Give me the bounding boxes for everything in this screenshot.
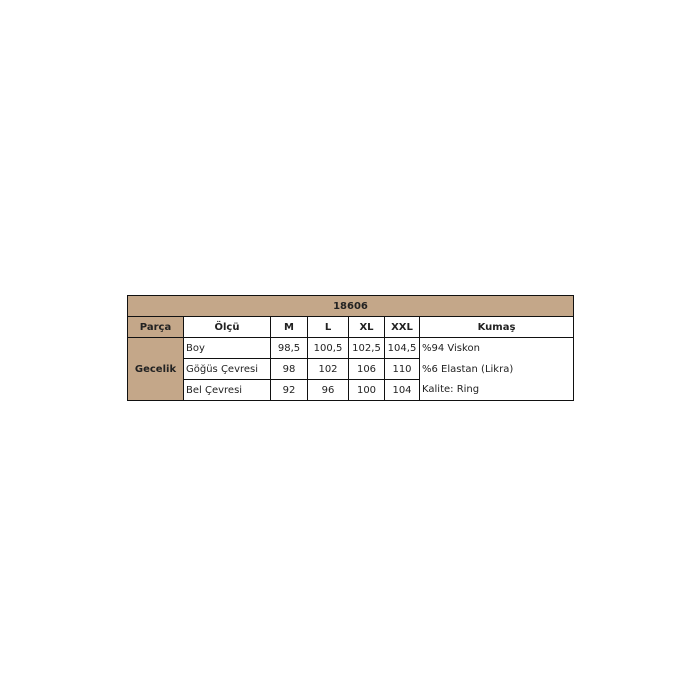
header-part: Parça bbox=[127, 316, 184, 338]
header-fabric: Kumaş bbox=[419, 316, 574, 338]
value-cell: 100,5 bbox=[307, 337, 349, 359]
part-cell: Gecelik bbox=[127, 337, 184, 401]
value-cell: 100 bbox=[348, 379, 385, 401]
size-chart-table: 18606 Parça Ölçü M L XL XXL Kumaş Geceli… bbox=[127, 295, 574, 401]
value-cell: 92 bbox=[270, 379, 308, 401]
table-row: Gecelik Boy 98,5 100,5 102,5 104,5 %94 V… bbox=[127, 337, 574, 401]
header-l: L bbox=[307, 316, 349, 338]
header-xxl: XXL bbox=[384, 316, 420, 338]
value-cell: 98 bbox=[270, 358, 308, 380]
header-m: M bbox=[270, 316, 308, 338]
header-measure: Ölçü bbox=[183, 316, 271, 338]
fabric-cell: Kalite: Ring bbox=[419, 379, 574, 401]
measure-cell: Göğüs Çevresi bbox=[183, 358, 271, 380]
measure-cell: Bel Çevresi bbox=[183, 379, 271, 401]
fabric-cell: %94 Viskon bbox=[419, 337, 574, 359]
value-cell: 106 bbox=[348, 358, 385, 380]
table-row: Bel Çevresi 92 96 100 104 Kalite: Ring bbox=[128, 379, 574, 401]
header-xl: XL bbox=[348, 316, 385, 338]
table-row: Göğüs Çevresi 98 102 106 110 %6 Elastan … bbox=[128, 358, 574, 380]
value-cell: 102 bbox=[307, 358, 349, 380]
header-row: Parça Ölçü M L XL XXL Kumaş bbox=[127, 316, 574, 338]
table-title: 18606 bbox=[127, 295, 574, 317]
value-cell: 110 bbox=[384, 358, 420, 380]
value-cell: 98,5 bbox=[270, 337, 308, 359]
measure-cell: Boy bbox=[183, 337, 271, 359]
value-cell: 104 bbox=[384, 379, 420, 401]
value-cell: 102,5 bbox=[348, 337, 385, 359]
value-cell: 96 bbox=[307, 379, 349, 401]
value-cell: 104,5 bbox=[384, 337, 420, 359]
fabric-cell: %6 Elastan (Likra) bbox=[419, 358, 574, 380]
